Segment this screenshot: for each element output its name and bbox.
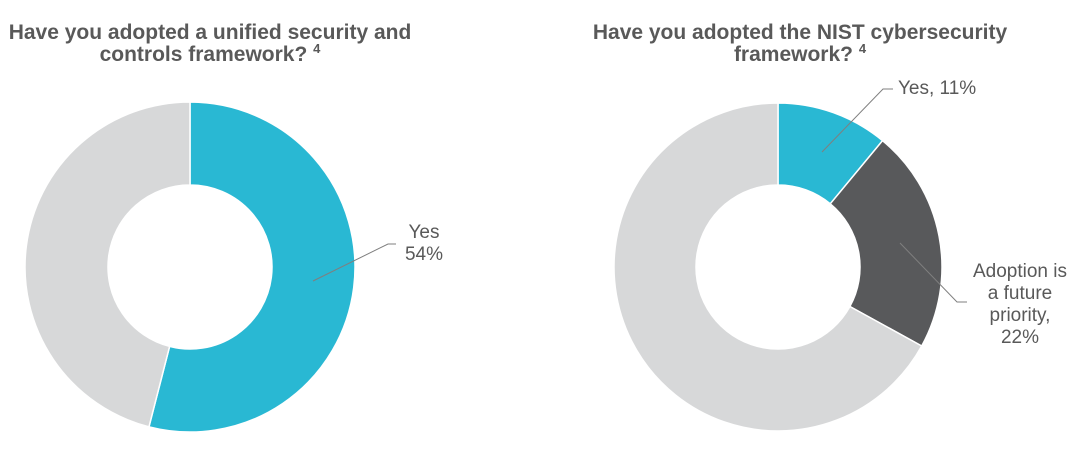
callout-leader-line <box>312 243 396 282</box>
donut-chart-svg <box>613 88 967 432</box>
footnote-marker: 4 <box>858 41 867 56</box>
donut-segment-yes <box>148 101 356 433</box>
callout-line1: Adoption is <box>972 261 1067 282</box>
donut-segment-adoption-is-a-future-priority <box>829 139 943 348</box>
callout-label: Yes <box>408 222 440 243</box>
chart-nist-framework: Have you adopted the NIST cybersecurity … <box>540 0 1080 459</box>
footnote-marker: 4 <box>313 41 321 56</box>
callout-leader-line <box>821 88 893 153</box>
chart-title: Have you adopted a unified security and … <box>0 22 420 66</box>
callout-adoption-future-priority: Adoption is a future priority, 22% <box>955 261 1080 349</box>
callout-yes-11: Yes, 11% <box>898 78 976 100</box>
callout-value: 54% <box>404 244 444 265</box>
chart-title-line2-wrap: controls framework? 4 <box>99 41 321 66</box>
donut-segment-remainder <box>24 101 191 428</box>
callout-line3: priority, <box>989 305 1051 326</box>
callout-value: 22% <box>1000 327 1040 348</box>
chart-unified-framework: Have you adopted a unified security and … <box>0 22 466 433</box>
chart-title-line2: framework? <box>733 43 853 66</box>
chart-title-line1: Have you adopted a unified security and <box>8 21 412 44</box>
callout-yes-54: Yes 54% <box>382 222 466 266</box>
donut-segment-remainder <box>613 102 923 432</box>
callout-leader-line <box>899 242 967 303</box>
callout-label: Yes, 11% <box>898 78 977 99</box>
callout-line2: a future <box>987 283 1053 304</box>
chart-title-line2-wrap: framework? 4 <box>733 41 867 66</box>
chart-title-line1: Have you adopted the NIST cybersecurity <box>592 21 1008 44</box>
chart-title: Have you adopted the NIST cybersecurity … <box>580 22 1020 66</box>
chart-title-line2: controls framework? <box>99 43 308 66</box>
donut-chart-svg <box>24 101 396 433</box>
